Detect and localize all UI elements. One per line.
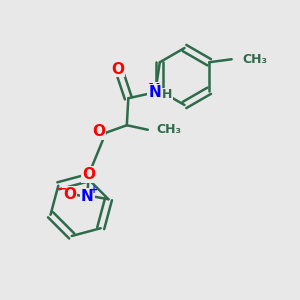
Text: +: + [90, 184, 98, 195]
Text: CH₃: CH₃ [156, 123, 181, 136]
Text: O: O [92, 124, 105, 139]
Text: H: H [161, 88, 172, 101]
Text: −: − [57, 182, 67, 195]
Text: N: N [147, 83, 160, 98]
Text: O: O [111, 62, 124, 76]
Text: CH₃: CH₃ [242, 53, 267, 66]
Text: O: O [63, 187, 76, 202]
Text: N: N [149, 85, 162, 100]
Text: O: O [82, 167, 95, 182]
Text: N: N [81, 189, 94, 204]
